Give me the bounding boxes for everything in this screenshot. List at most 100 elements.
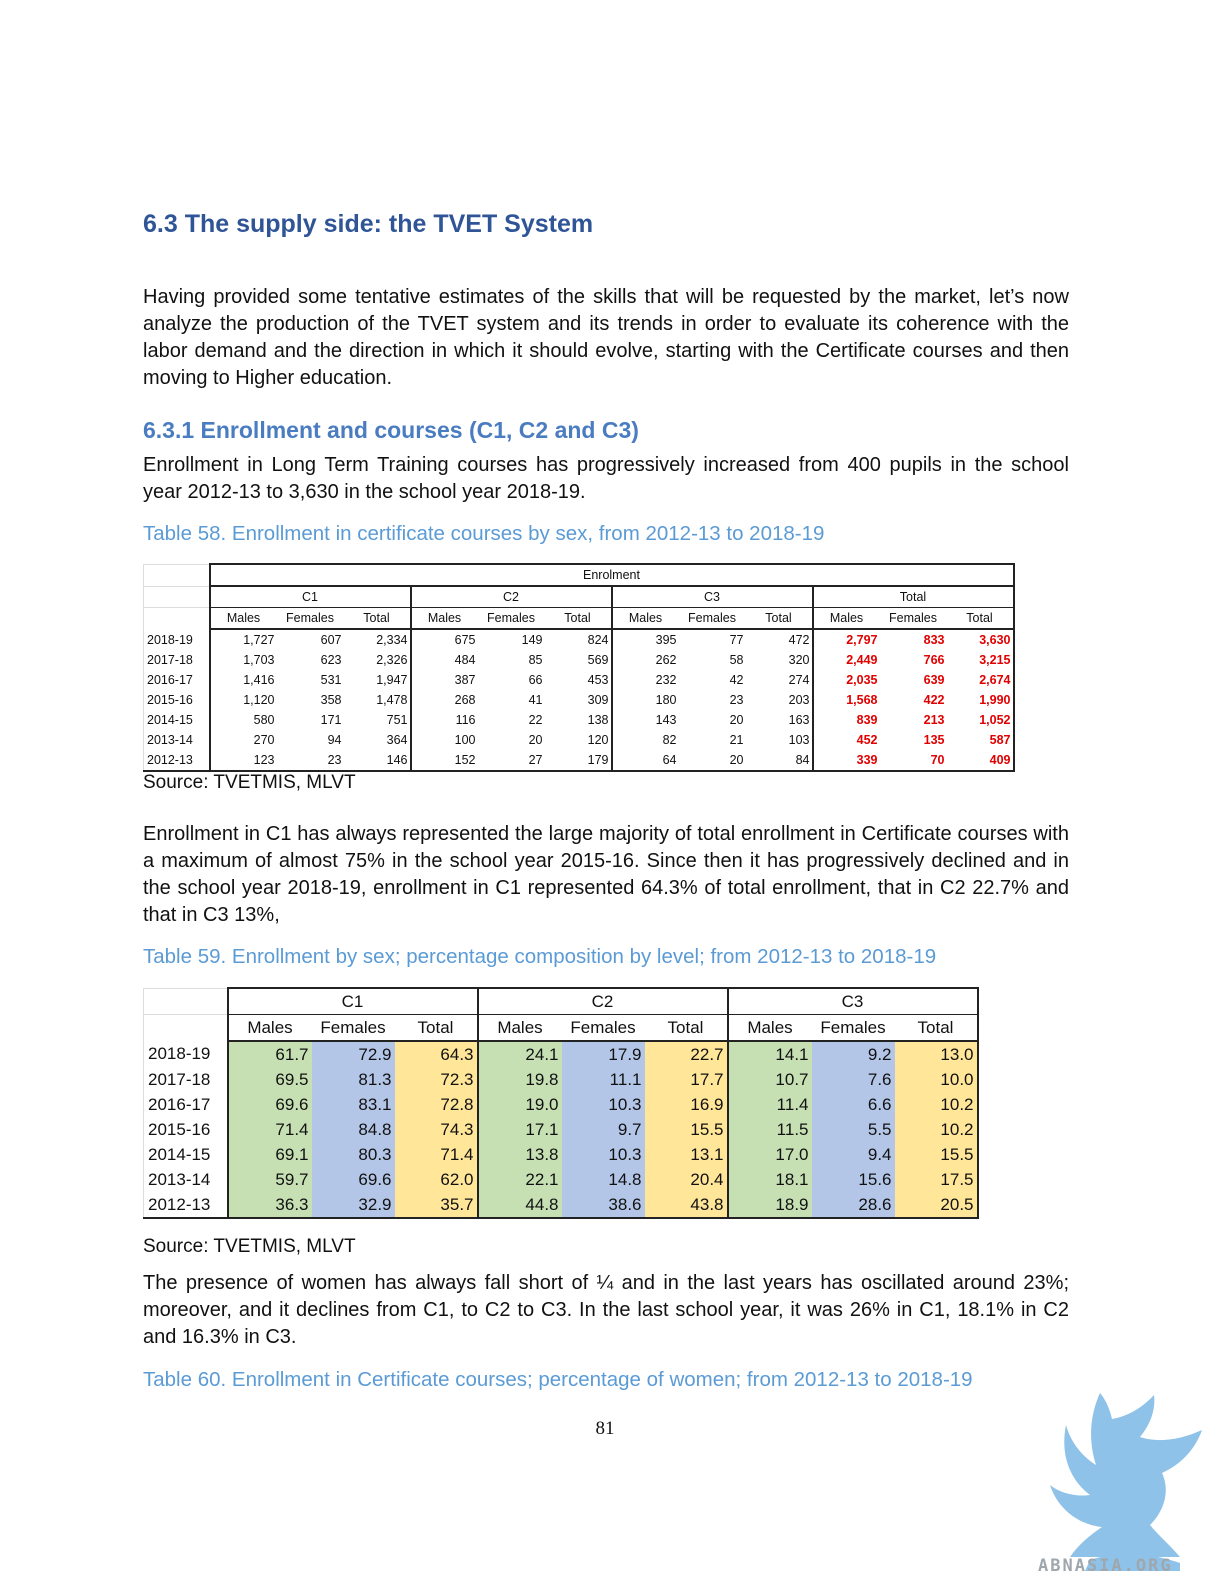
table-row: 2012-13 36.3 32.9 35.7 44.8 38.6 43.8 18.9 28.6 2… [143, 1192, 979, 1219]
table59-year-cell: 2018-19 [143, 1041, 228, 1067]
table58-value-cell: 531 [320, 673, 342, 687]
table59-subheader: Females [311, 1014, 395, 1042]
table59-value-cell: 80.3 [311, 1142, 395, 1167]
table58-total-cell: 135 [923, 733, 945, 747]
table59-group-c1: C1 [226, 987, 478, 1015]
table59-value-cell: 13.1 [644, 1142, 728, 1167]
table59-value-cell: 9.4 [811, 1142, 895, 1167]
table58-subheader: Males [811, 607, 880, 630]
table59-value-cell: 83.1 [311, 1092, 395, 1117]
table58-total-cell: 1,052 [946, 710, 1015, 730]
table59-value-cell: 10.3 [561, 1092, 645, 1117]
table-row: 2016-17 1,416 531 1,947 387 66 453 232 42 274 2,03… [143, 670, 1015, 690]
table59-group-c3: C3 [726, 987, 979, 1015]
table58-year-cell: 2015-16 [143, 690, 210, 710]
table58-total-cell: 639 [923, 673, 945, 687]
table58-value-cell: 203 [788, 693, 810, 707]
table59-value-cell: 13.8 [476, 1142, 562, 1167]
table59-value-cell: 18.1 [726, 1167, 812, 1192]
table59-subheader: Females [561, 1014, 645, 1042]
table59-year-cell: 2013-14 [143, 1167, 228, 1192]
table58-total-cell: 2,797 [811, 629, 880, 650]
table59-subheader: Males [476, 1014, 562, 1042]
table58-value-cell: 569 [587, 653, 609, 667]
table59-value-cell: 62.0 [394, 1167, 478, 1192]
table59-value-cell: 13.0 [894, 1041, 979, 1067]
table58-subheader: Total [946, 607, 1015, 630]
table58-value-cell: 58 [729, 653, 744, 667]
table58-subheader: Males [409, 607, 478, 630]
table58-value-cell: 77 [729, 633, 744, 647]
table58-value-cell: 320 [788, 653, 810, 667]
table58-total-cell: 1,990 [946, 690, 1015, 710]
table-row: 2014-15 580 171 751 116 22 138 143 20 163 839 213 1,… [143, 710, 1015, 730]
table59-value-cell: 61.7 [226, 1041, 312, 1067]
table58-value-cell: 82 [610, 730, 679, 750]
table58-value-cell: 149 [521, 633, 543, 647]
table58-value-cell: 1,120 [208, 690, 277, 710]
table58-value-cell: 152 [409, 750, 478, 772]
table59-value-cell: 19.0 [476, 1092, 562, 1117]
table58-total-cell: 339 [811, 750, 880, 772]
table-row: 2017-18 1,703 623 2,326 484 85 569 262 58 320 2,44… [143, 650, 1015, 670]
table59-value-cell: 36.3 [226, 1192, 312, 1219]
table59-subheader: Males [726, 1014, 812, 1042]
table59-value-cell: 6.6 [811, 1092, 895, 1117]
table59-value-cell: 17.5 [894, 1167, 979, 1192]
table58-group-c3: C3 [610, 585, 813, 608]
table58-value-cell: 623 [320, 653, 342, 667]
table59-value-cell: 69.6 [226, 1092, 312, 1117]
table58-value-cell: 1,703 [208, 650, 277, 670]
table59-value-cell: 17.0 [726, 1142, 812, 1167]
table58-value-cell: 453 [587, 673, 609, 687]
table58-value-cell: 22 [528, 713, 543, 727]
table59-value-cell: 22.1 [476, 1167, 562, 1192]
table59-value-cell: 10.7 [726, 1067, 812, 1092]
table58-subheader: Females [678, 607, 746, 630]
table58-subheader: Total [745, 607, 813, 630]
table59-value-cell: 10.3 [561, 1142, 645, 1167]
table58-source: Source: TVETMIS, MLVT [143, 772, 356, 793]
table59-value-cell: 15.6 [811, 1167, 895, 1192]
table58-value-cell: 64 [610, 750, 679, 772]
table58-value-cell: 484 [409, 650, 478, 670]
table58-subheader: Total [544, 607, 612, 630]
table58-value-cell: 21 [729, 733, 744, 747]
table59-value-cell: 7.6 [811, 1067, 895, 1092]
table58-value-cell: 146 [343, 750, 411, 772]
table58-group-c2: C2 [409, 585, 612, 608]
table59-value-cell: 69.1 [226, 1142, 312, 1167]
table58-value-cell: 100 [409, 730, 478, 750]
table59-value-cell: 44.8 [476, 1192, 562, 1219]
table59-value-cell: 71.4 [226, 1117, 312, 1142]
table59-group-c2: C2 [476, 987, 728, 1015]
table58-total-cell: 213 [923, 713, 945, 727]
table58-value-cell: 179 [544, 750, 612, 772]
table58-value-cell: 1,416 [208, 670, 277, 690]
table58-value-cell: 66 [528, 673, 543, 687]
table59-year-cell: 2012-13 [143, 1192, 228, 1219]
table58-subheader: Females [879, 607, 947, 630]
table59-value-cell: 22.7 [644, 1041, 728, 1067]
table58-value-cell: 94 [327, 733, 342, 747]
table58-value-cell: 607 [320, 633, 342, 647]
table58-value-cell: 580 [208, 710, 277, 730]
table58-total-cell: 3,215 [946, 650, 1015, 670]
table59-value-cell: 11.4 [726, 1092, 812, 1117]
table58-year-cell: 2018-19 [143, 629, 210, 650]
table59-subheader: Total [894, 1014, 979, 1042]
table58-value-cell: 2,334 [376, 633, 408, 647]
table-row: 2015-16 71.4 84.8 74.3 17.1 9.7 15.5 11.5 5.5 10.… [143, 1117, 979, 1142]
table-row: 2018-19 1,727 607 2,334 675 149 824 395 77 472 2,7… [143, 629, 1015, 650]
table59-value-cell: 10.2 [894, 1117, 979, 1142]
table58-value-cell: 364 [386, 733, 408, 747]
table59-year-cell: 2017-18 [143, 1067, 228, 1092]
table59-value-cell: 9.7 [561, 1117, 645, 1142]
table-row: 2018-19 61.7 72.9 64.3 24.1 17.9 22.7 14.1 9.2 13… [143, 1041, 979, 1067]
table58-value-cell: 84 [745, 750, 813, 772]
table59-year-cell: 2016-17 [143, 1092, 228, 1117]
table59-value-cell: 72.3 [394, 1067, 478, 1092]
table58-subheader: Males [208, 607, 277, 630]
table58-value-cell: 120 [587, 733, 609, 747]
table59-percentage-composition: C1 C2 C3 Males Females Total Males Femal… [143, 987, 979, 1219]
